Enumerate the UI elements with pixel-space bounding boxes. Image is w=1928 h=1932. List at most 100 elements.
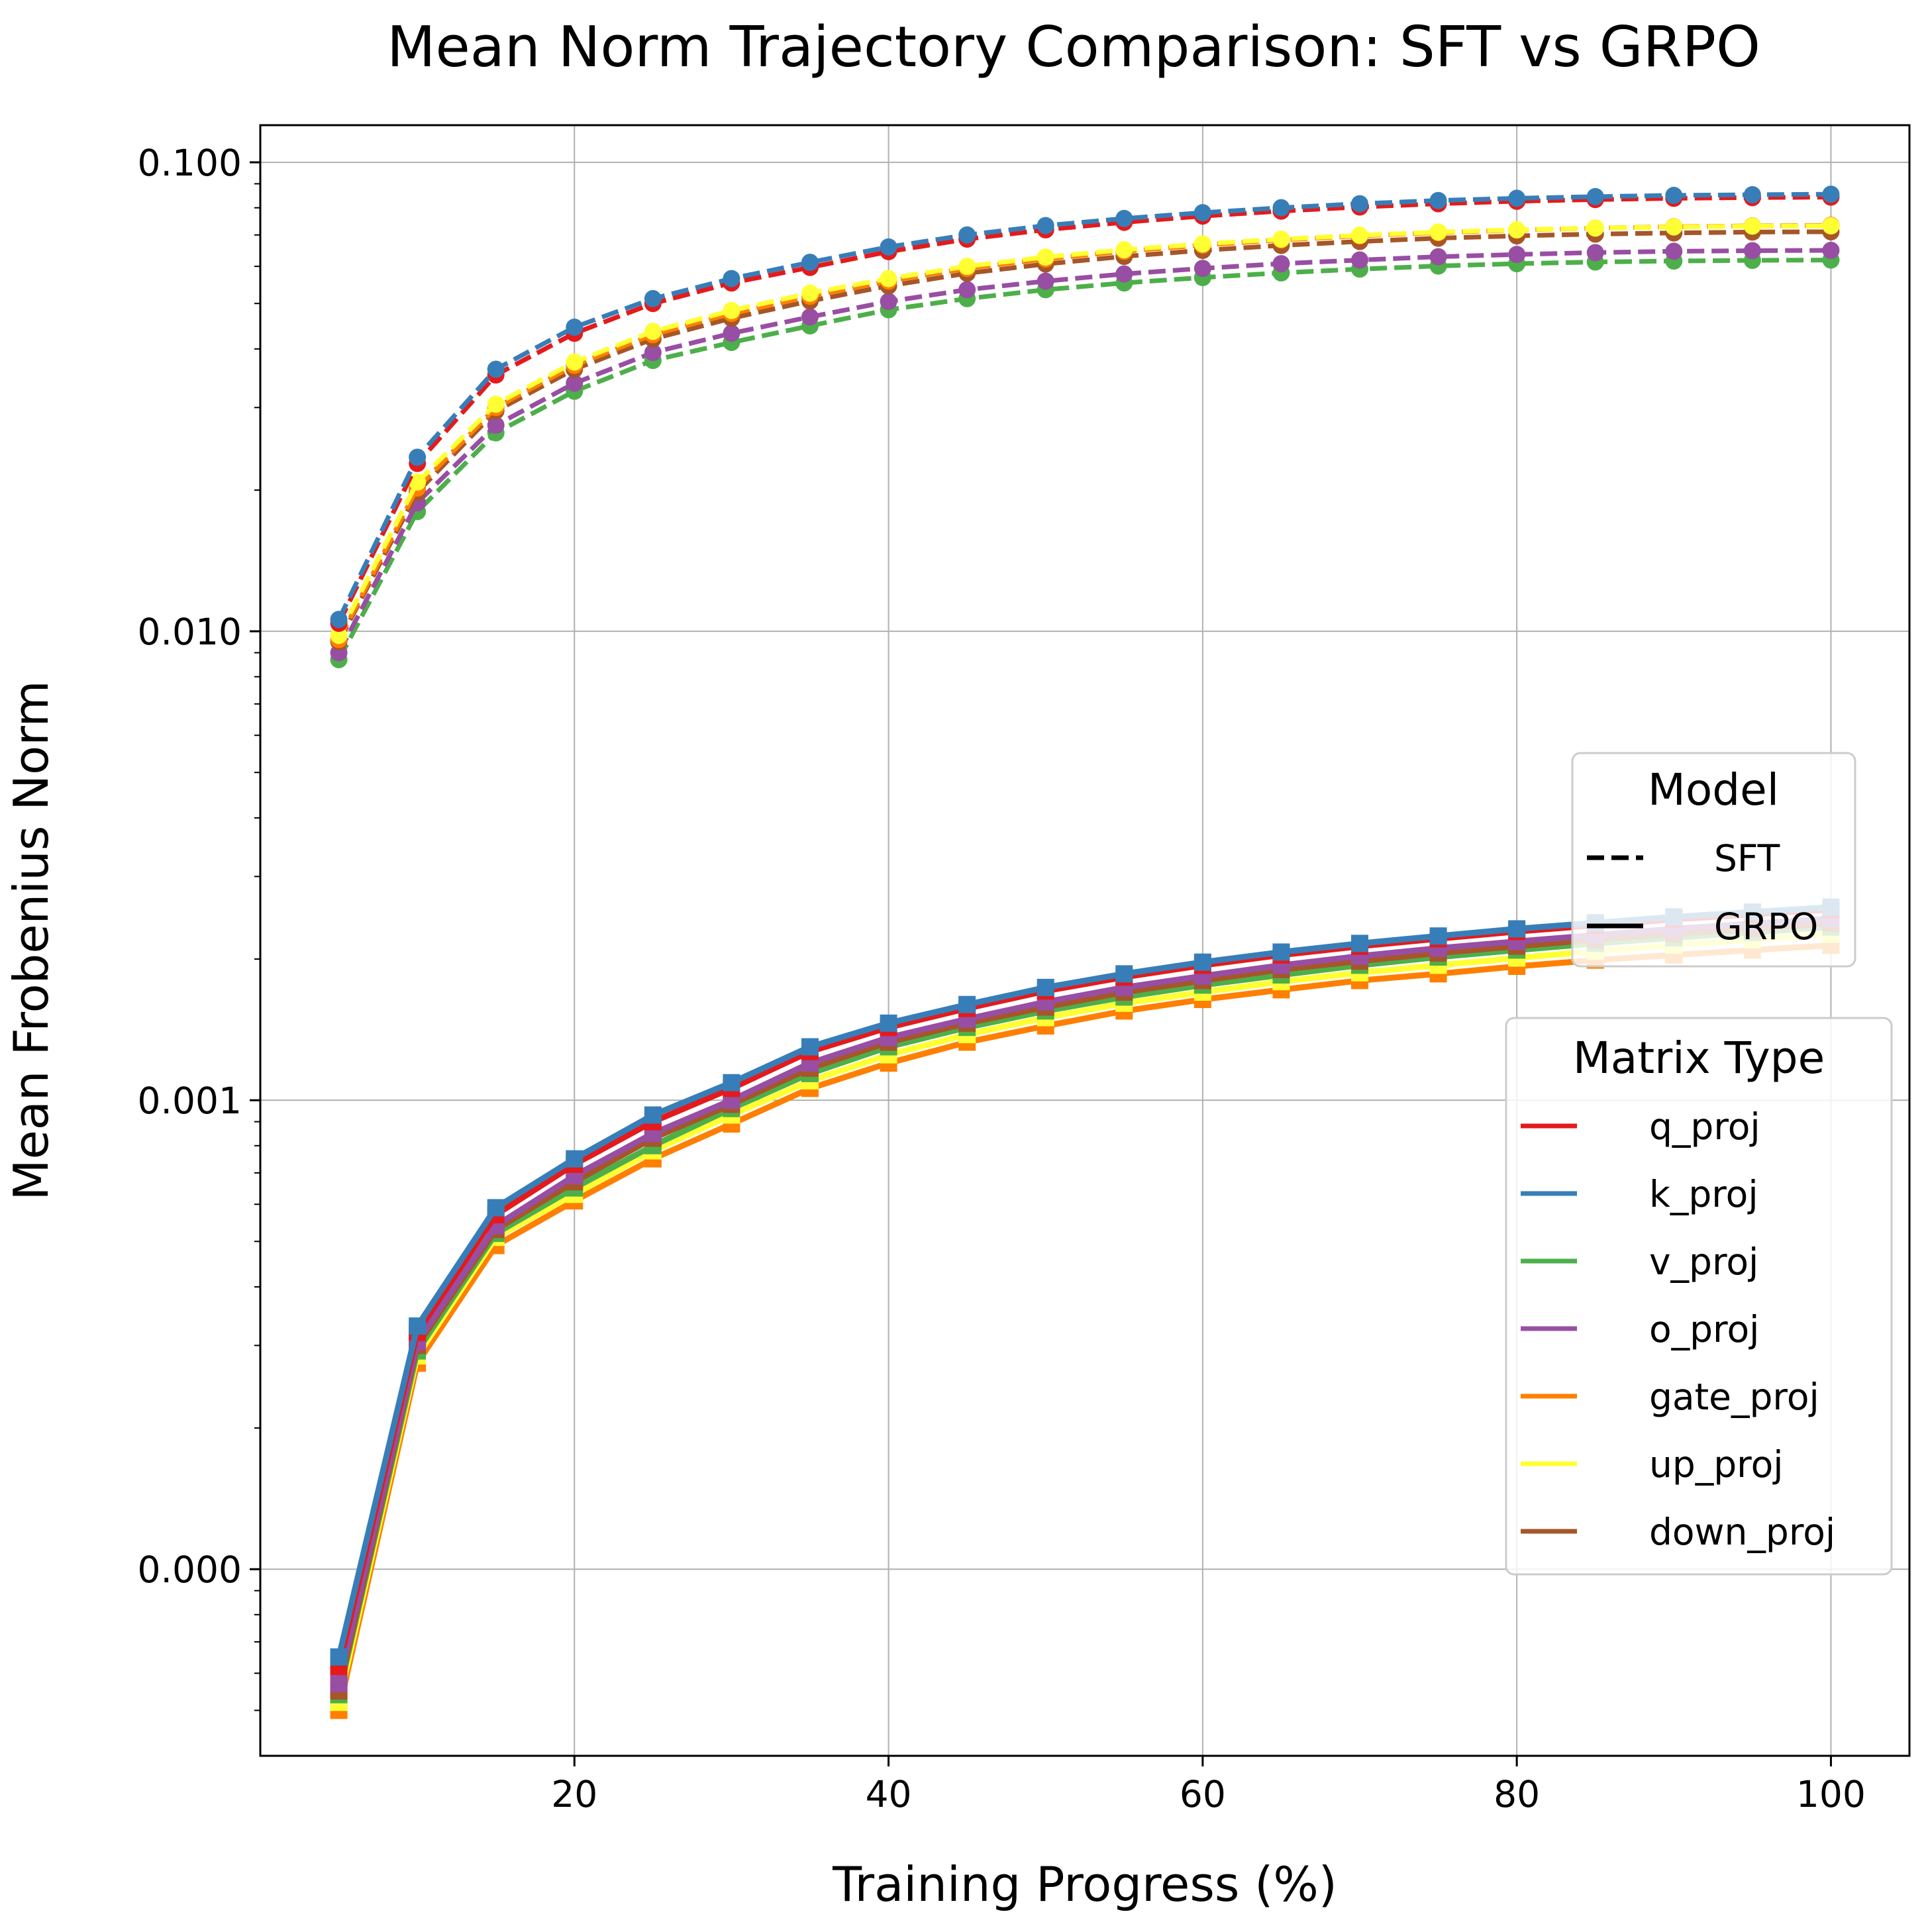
data-point bbox=[880, 238, 897, 256]
data-point bbox=[1115, 965, 1133, 983]
data-point bbox=[330, 1648, 348, 1666]
data-point bbox=[958, 995, 976, 1013]
legend-grpo-label: GRPO bbox=[1714, 905, 1818, 948]
data-point bbox=[1665, 187, 1683, 205]
data-point bbox=[1115, 209, 1133, 227]
data-point bbox=[723, 325, 740, 342]
x-tick-label: 100 bbox=[1796, 1773, 1866, 1815]
y-tick-label: 0.000 bbox=[138, 1549, 242, 1591]
data-point bbox=[1351, 251, 1368, 269]
legend-model-title: Model bbox=[1648, 764, 1779, 815]
data-point bbox=[644, 289, 662, 307]
series-sft-up_proj bbox=[330, 217, 1840, 644]
data-point bbox=[1272, 943, 1290, 961]
data-point bbox=[566, 319, 583, 336]
data-point bbox=[723, 301, 740, 319]
y-tick-label: 0.001 bbox=[138, 1080, 242, 1122]
legend-sft-label: SFT bbox=[1714, 837, 1780, 880]
y-axis-label: Mean Frobenius Norm bbox=[3, 680, 59, 1200]
legend-matrix-title: Matrix Type bbox=[1573, 1033, 1825, 1084]
data-point bbox=[1037, 978, 1054, 996]
axis-ticks: 20 40 60 80 100 0.000 0.001 0.010 0.100 bbox=[138, 142, 1866, 1815]
data-point bbox=[1822, 185, 1840, 203]
y-tick-label: 0.010 bbox=[138, 611, 242, 653]
data-point bbox=[958, 281, 976, 299]
data-point bbox=[1193, 235, 1211, 253]
data-point bbox=[1429, 223, 1447, 241]
data-point bbox=[801, 284, 819, 302]
data-point bbox=[1822, 217, 1840, 234]
data-point bbox=[644, 1106, 662, 1124]
data-point bbox=[1115, 241, 1133, 259]
x-tick-label: 60 bbox=[1180, 1773, 1226, 1815]
data-point bbox=[1429, 191, 1447, 209]
data-point bbox=[1743, 242, 1761, 260]
data-point bbox=[1193, 260, 1211, 278]
data-point bbox=[723, 270, 740, 287]
data-point bbox=[1508, 246, 1526, 264]
data-point bbox=[1743, 185, 1761, 203]
data-point bbox=[880, 270, 897, 287]
legend-label-down_proj: down_proj bbox=[1649, 1511, 1835, 1553]
data-point bbox=[1351, 935, 1368, 952]
data-point bbox=[644, 323, 662, 340]
y-tick-label: 0.100 bbox=[138, 142, 242, 184]
x-axis-label: Training Progress (%) bbox=[832, 1856, 1337, 1912]
data-point bbox=[1272, 230, 1290, 248]
legend-matrix: Matrix Type q_proj k_proj v_proj o_projgate… bbox=[1505, 1017, 1893, 1576]
legend-label-gate_proj: gate_proj bbox=[1649, 1376, 1819, 1418]
data-point bbox=[880, 1014, 897, 1032]
series-line bbox=[336, 223, 1831, 636]
data-point bbox=[1037, 217, 1054, 234]
data-point bbox=[1193, 953, 1211, 971]
series-line bbox=[336, 191, 1831, 621]
data-point bbox=[566, 353, 583, 371]
data-point bbox=[1665, 242, 1683, 260]
legend-matrix-entries: q_proj k_proj v_proj o_proj gate_proj up_proj… bbox=[1521, 1105, 1835, 1553]
data-point bbox=[801, 254, 819, 272]
series-line bbox=[336, 229, 1831, 643]
legend-model-box bbox=[1571, 752, 1856, 968]
series-line bbox=[336, 258, 1831, 661]
x-tick-label: 80 bbox=[1494, 1773, 1540, 1815]
data-point bbox=[958, 226, 976, 244]
data-point bbox=[1586, 187, 1604, 205]
legend-model: Model SFT GRPO bbox=[1571, 752, 1856, 968]
series-line bbox=[336, 248, 1831, 654]
data-point bbox=[1822, 242, 1840, 260]
data-point bbox=[487, 360, 505, 378]
data-point bbox=[1037, 248, 1054, 266]
data-point bbox=[330, 627, 348, 644]
data-point bbox=[487, 417, 505, 434]
data-point bbox=[1586, 219, 1604, 237]
series-line bbox=[336, 195, 1831, 625]
data-point bbox=[958, 258, 976, 276]
data-point bbox=[723, 1074, 740, 1092]
series-sft-k_proj bbox=[330, 185, 1840, 629]
series-sft-o_proj bbox=[330, 242, 1840, 662]
series-lines bbox=[330, 185, 1840, 1719]
legend-label-k_proj: k_proj bbox=[1649, 1173, 1758, 1215]
data-point bbox=[1743, 217, 1761, 235]
data-point bbox=[409, 473, 427, 491]
data-point bbox=[330, 1675, 348, 1693]
data-point bbox=[330, 611, 348, 629]
data-point bbox=[801, 1038, 819, 1056]
data-point bbox=[409, 448, 427, 466]
data-point bbox=[801, 308, 819, 326]
data-point bbox=[1351, 227, 1368, 244]
data-point bbox=[1508, 189, 1526, 207]
x-tick-label: 40 bbox=[866, 1773, 912, 1815]
data-point bbox=[1508, 920, 1526, 938]
data-point bbox=[1272, 255, 1290, 273]
legend-label-o_proj: o_proj bbox=[1649, 1308, 1759, 1350]
data-point bbox=[566, 1150, 583, 1168]
data-point bbox=[1115, 265, 1133, 283]
data-point bbox=[487, 395, 505, 413]
data-point bbox=[1272, 199, 1290, 217]
data-point bbox=[1037, 272, 1054, 290]
data-point bbox=[880, 293, 897, 311]
data-point bbox=[1429, 927, 1447, 945]
plot-frame bbox=[259, 124, 1911, 1757]
